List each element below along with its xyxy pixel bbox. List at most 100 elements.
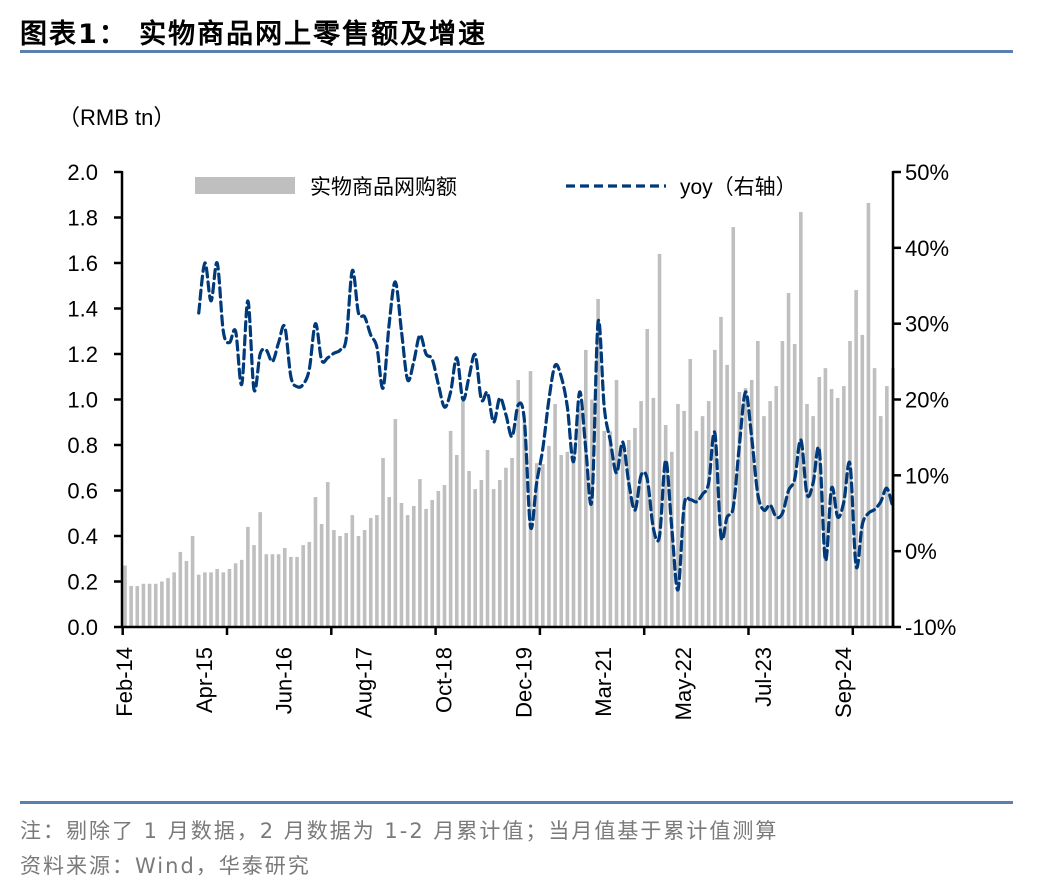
bar bbox=[596, 298, 600, 627]
bar bbox=[454, 455, 459, 627]
bar bbox=[209, 572, 213, 627]
bar bbox=[805, 404, 809, 627]
bar bbox=[540, 464, 545, 627]
bar bbox=[252, 545, 256, 627]
legend-bar-swatch bbox=[195, 177, 295, 194]
bar bbox=[381, 457, 385, 627]
bar bbox=[405, 515, 410, 627]
bar bbox=[780, 341, 785, 627]
bar bbox=[786, 293, 791, 627]
bar bbox=[313, 497, 318, 627]
bar bbox=[792, 343, 797, 627]
bar bbox=[676, 404, 680, 627]
bar bbox=[301, 545, 305, 627]
right-tick-label: 20% bbox=[905, 388, 949, 413]
bar bbox=[878, 416, 883, 627]
bar bbox=[737, 391, 742, 627]
bar bbox=[448, 430, 453, 627]
bar bbox=[190, 536, 195, 627]
bar bbox=[534, 463, 539, 627]
bar bbox=[319, 523, 324, 627]
x-tick-label: Sep-24 bbox=[831, 647, 856, 718]
bar bbox=[264, 554, 269, 627]
bar bbox=[510, 457, 514, 627]
x-tick-label: Apr-15 bbox=[192, 647, 217, 713]
bar bbox=[866, 202, 871, 627]
x-tick-label: May-22 bbox=[671, 647, 696, 720]
left-tick-label: 0.8 bbox=[67, 433, 98, 458]
bar bbox=[657, 253, 662, 627]
right-tick-label: -10% bbox=[905, 615, 956, 640]
bar bbox=[473, 489, 478, 627]
bar bbox=[700, 416, 705, 627]
bar bbox=[178, 551, 183, 627]
yoy-line bbox=[197, 261, 895, 592]
bar bbox=[522, 422, 527, 627]
bar bbox=[885, 386, 889, 627]
bar bbox=[854, 290, 858, 627]
left-tick-label: 1.8 bbox=[67, 206, 98, 231]
bar bbox=[774, 386, 779, 627]
bar bbox=[663, 424, 668, 627]
bar bbox=[153, 583, 158, 627]
bar bbox=[479, 480, 484, 627]
bar bbox=[743, 388, 748, 627]
bar bbox=[467, 470, 471, 627]
bar bbox=[651, 397, 656, 627]
bar bbox=[227, 568, 232, 627]
bar bbox=[295, 556, 299, 627]
x-tick-label: Dec-19 bbox=[511, 647, 536, 718]
bar bbox=[325, 482, 330, 627]
bar bbox=[276, 554, 281, 627]
left-tick-label: 0.0 bbox=[67, 615, 98, 640]
bar bbox=[547, 445, 551, 627]
bar bbox=[491, 489, 496, 627]
bar bbox=[817, 376, 822, 627]
bar bbox=[387, 497, 391, 627]
bar bbox=[215, 568, 219, 627]
axes: 0.0 0.2 0.4 0.6 0.8 1.0 1.2 1.4 1.6 1.8 2.0 -10% 0% 1… bbox=[67, 160, 956, 720]
bar bbox=[418, 479, 422, 627]
left-axis-unit-label: （RMB tn） bbox=[58, 105, 176, 130]
bar bbox=[835, 397, 840, 627]
bar bbox=[577, 408, 582, 627]
bar bbox=[571, 454, 576, 627]
bar bbox=[442, 485, 447, 627]
bar bbox=[356, 536, 361, 627]
right-tick-label: 40% bbox=[905, 236, 949, 261]
bar bbox=[528, 371, 533, 627]
legend: 实物商品网购额 yoy（右轴） bbox=[195, 176, 797, 199]
bar bbox=[289, 556, 293, 627]
bar bbox=[270, 554, 275, 627]
bar bbox=[184, 561, 189, 627]
x-tick-label: Jul-23 bbox=[751, 647, 776, 707]
left-tick-label: 0.6 bbox=[67, 479, 98, 504]
left-tick-label: 1.6 bbox=[67, 251, 98, 276]
bar bbox=[258, 512, 262, 627]
bar bbox=[725, 364, 729, 627]
left-tick-label: 1.0 bbox=[67, 388, 98, 413]
bar bbox=[627, 439, 631, 627]
bar bbox=[436, 490, 441, 627]
bar bbox=[485, 450, 490, 627]
legend-line-label: yoy（右轴） bbox=[680, 176, 797, 199]
bar bbox=[497, 480, 502, 627]
left-tick-label: 0.4 bbox=[67, 524, 98, 549]
bar bbox=[461, 401, 465, 627]
source-note: 资料来源：Wind，华泰研究 bbox=[20, 854, 311, 878]
bar bbox=[620, 449, 625, 627]
bar bbox=[332, 530, 336, 627]
right-tick-label: 0% bbox=[905, 539, 937, 564]
right-tick-label: 10% bbox=[905, 463, 949, 488]
bar bbox=[221, 572, 226, 627]
bar bbox=[338, 536, 342, 627]
bar bbox=[362, 530, 367, 627]
bar bbox=[282, 548, 287, 627]
bar bbox=[368, 518, 373, 627]
bar bbox=[559, 455, 564, 627]
bar bbox=[233, 563, 238, 627]
bar bbox=[590, 399, 594, 627]
bar bbox=[762, 416, 766, 627]
bar bbox=[160, 581, 164, 627]
